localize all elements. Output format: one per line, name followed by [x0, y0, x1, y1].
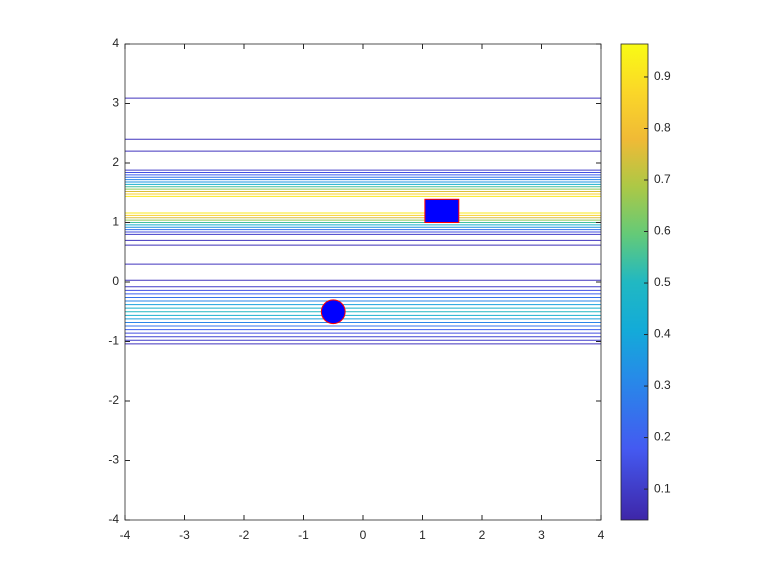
y-tick-label: -2: [108, 393, 119, 407]
x-tick-label: 3: [538, 528, 545, 542]
plot-frame: [124, 43, 602, 521]
colorbar: [620, 43, 649, 521]
y-tick-label: 3: [112, 96, 119, 110]
x-tick-label: -1: [298, 528, 309, 542]
rectangle-obstacle: [424, 198, 460, 223]
y-tick-label: -3: [108, 453, 119, 467]
y-tick-label: 4: [112, 36, 119, 50]
x-tick-label: 0: [360, 528, 367, 542]
colorbar-tick-label: 0.1: [654, 481, 671, 495]
x-tick-label: -2: [239, 528, 250, 542]
x-tick-label: 1: [419, 528, 426, 542]
colorbar-tick-label: 0.8: [654, 121, 671, 135]
colorbar-tick-label: 0.4: [654, 327, 671, 341]
colorbar-tick-label: 0.9: [654, 69, 671, 83]
x-tick-label: -4: [120, 528, 131, 542]
circle-obstacle: [320, 299, 346, 325]
y-tick-label: 1: [112, 215, 119, 229]
y-tick-label: 0: [112, 274, 119, 288]
colorbar-tick-label: 0.3: [654, 378, 671, 392]
colorbar-tick-label: 0.2: [654, 430, 671, 444]
y-tick-label: 2: [112, 155, 119, 169]
y-tick-label: -1: [108, 334, 119, 348]
x-tick-label: -3: [179, 528, 190, 542]
colorbar-tick-label: 0.6: [654, 224, 671, 238]
x-tick-label: 2: [479, 528, 486, 542]
colorbar-tick-label: 0.5: [654, 275, 671, 289]
y-tick-label: -4: [108, 512, 119, 526]
colorbar-tick-label: 0.7: [654, 172, 671, 186]
x-tick-label: 4: [598, 528, 605, 542]
